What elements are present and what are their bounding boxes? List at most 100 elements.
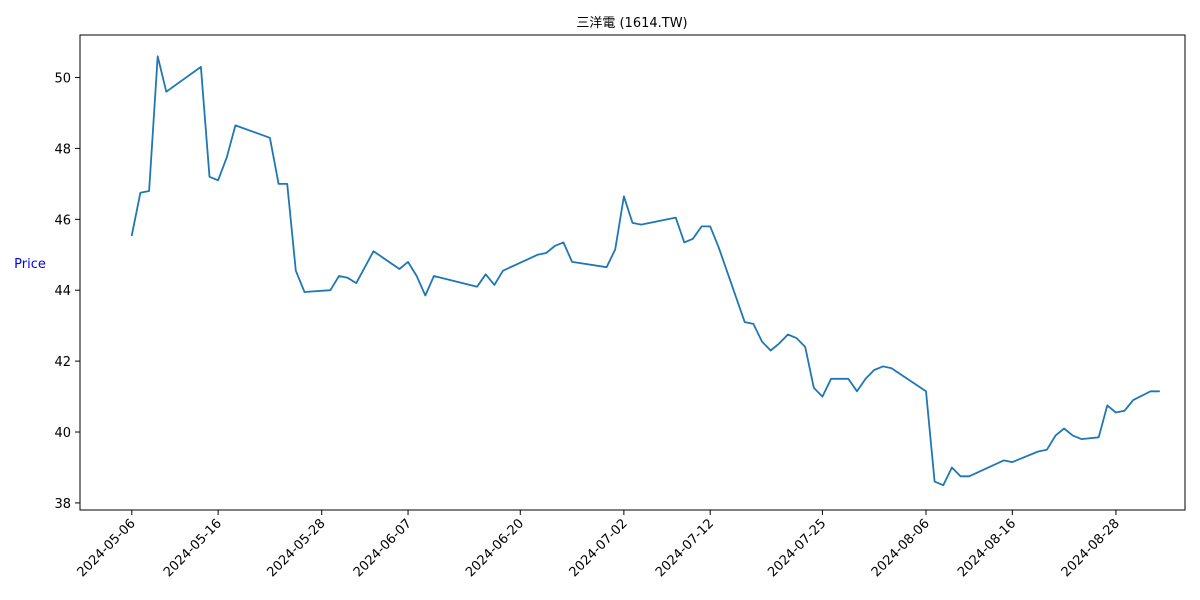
data-point bbox=[1098, 436, 1100, 438]
data-point bbox=[571, 261, 573, 263]
data-point bbox=[355, 282, 357, 284]
data-point bbox=[165, 91, 167, 93]
data-point bbox=[718, 247, 720, 249]
data-point bbox=[675, 217, 677, 219]
x-tick-label: 2024-08-06 bbox=[869, 516, 933, 580]
data-point bbox=[1003, 460, 1005, 462]
data-point bbox=[209, 176, 211, 178]
y-axis-label: Price bbox=[14, 257, 46, 272]
x-tick-label: 2024-05-06 bbox=[75, 516, 139, 580]
x-tick-label: 2024-05-16 bbox=[161, 516, 225, 580]
y-tick-label: 44 bbox=[54, 284, 71, 299]
series-layer bbox=[130, 55, 1160, 487]
data-point bbox=[623, 195, 625, 197]
x-tick-label: 2024-05-28 bbox=[265, 516, 329, 580]
axes-frame bbox=[79, 34, 1186, 511]
series-line bbox=[130, 55, 1160, 487]
data-point bbox=[373, 250, 375, 252]
data-point bbox=[148, 190, 150, 192]
data-point bbox=[960, 475, 962, 477]
x-tick-label: 2024-08-16 bbox=[955, 516, 1019, 580]
data-point bbox=[286, 183, 288, 185]
data-point bbox=[778, 343, 780, 345]
data-point bbox=[856, 390, 858, 392]
data-point bbox=[1106, 405, 1108, 407]
data-point bbox=[485, 273, 487, 275]
data-point bbox=[934, 481, 936, 483]
data-point bbox=[709, 226, 711, 228]
x-tick-label: 2024-07-25 bbox=[765, 516, 829, 580]
data-point bbox=[1063, 428, 1065, 430]
x-tick-label: 2024-06-20 bbox=[463, 516, 527, 580]
data-point bbox=[217, 179, 219, 181]
data-point bbox=[157, 55, 159, 57]
y-tick-label: 38 bbox=[54, 497, 71, 512]
x-axis-ticks: 2024-05-06 2024-05-16 2024-05-28 2024-06-07… bbox=[75, 510, 1123, 580]
data-point bbox=[545, 252, 547, 254]
x-tick-label: 2024-07-02 bbox=[567, 516, 631, 580]
data-point bbox=[796, 337, 798, 339]
data-point bbox=[1124, 410, 1126, 412]
data-point bbox=[770, 350, 772, 352]
data-point bbox=[804, 346, 806, 348]
data-point bbox=[761, 341, 763, 343]
data-point bbox=[701, 226, 703, 228]
data-point bbox=[891, 367, 893, 369]
y-tick-label: 50 bbox=[54, 72, 71, 87]
data-point bbox=[847, 378, 849, 380]
data-point bbox=[882, 366, 884, 368]
x-tick-label: 2024-08-28 bbox=[1059, 516, 1123, 580]
data-point bbox=[563, 242, 565, 244]
data-point bbox=[1055, 435, 1057, 437]
data-point bbox=[269, 137, 271, 139]
data-point bbox=[416, 275, 418, 277]
data-point bbox=[433, 275, 435, 277]
data-point bbox=[865, 378, 867, 380]
data-point bbox=[640, 224, 642, 226]
y-tick-label: 40 bbox=[54, 426, 71, 441]
data-point bbox=[200, 66, 202, 68]
x-tick-label: 2024-06-07 bbox=[351, 516, 415, 580]
data-point bbox=[942, 484, 944, 486]
plot-frame bbox=[79, 34, 1186, 511]
data-point bbox=[839, 378, 841, 380]
data-point bbox=[951, 467, 953, 469]
data-point bbox=[278, 183, 280, 185]
data-point bbox=[407, 261, 409, 263]
data-point bbox=[1011, 461, 1013, 463]
data-point bbox=[632, 222, 634, 224]
data-point bbox=[614, 249, 616, 251]
y-tick-label: 48 bbox=[54, 142, 71, 157]
data-point bbox=[753, 323, 755, 325]
data-point bbox=[925, 390, 927, 392]
data-point bbox=[1132, 399, 1134, 401]
data-point bbox=[968, 475, 970, 477]
y-axis-ticks: 38 40 42 44 46 48 50 bbox=[54, 72, 80, 512]
data-point bbox=[235, 125, 237, 127]
data-point bbox=[554, 245, 556, 247]
data-point bbox=[1115, 412, 1117, 414]
data-point bbox=[131, 234, 133, 236]
data-point bbox=[1150, 390, 1152, 392]
data-point bbox=[537, 254, 539, 256]
data-point bbox=[822, 396, 824, 398]
data-point bbox=[304, 291, 306, 293]
x-tick-label: 2024-07-12 bbox=[653, 516, 717, 580]
data-point bbox=[295, 270, 297, 272]
data-point bbox=[744, 321, 746, 323]
data-point bbox=[606, 266, 608, 268]
data-point bbox=[476, 286, 478, 288]
data-point bbox=[1046, 449, 1048, 451]
data-point bbox=[330, 289, 332, 291]
data-point bbox=[1072, 435, 1074, 437]
data-point bbox=[140, 192, 142, 194]
chart-title: 三洋電 (1614.TW) bbox=[576, 16, 687, 31]
data-point bbox=[226, 156, 228, 158]
data-point bbox=[1037, 451, 1039, 453]
data-point bbox=[1158, 390, 1160, 392]
y-tick-label: 46 bbox=[54, 213, 71, 228]
data-point bbox=[873, 369, 875, 371]
data-point bbox=[683, 242, 685, 244]
